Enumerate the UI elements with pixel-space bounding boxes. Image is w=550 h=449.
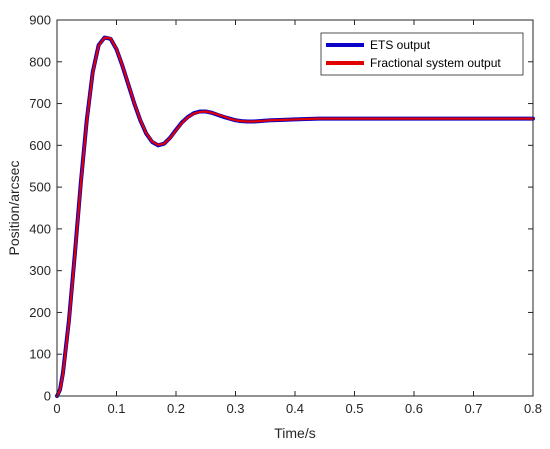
x-tick-label: 0.5 (345, 401, 363, 416)
x-tick-label: 0 (53, 401, 60, 416)
y-axis-label: Position/arcsec (6, 161, 22, 256)
x-tick-label: 0.3 (226, 401, 244, 416)
legend-label-fractional-system-output: Fractional system output (370, 56, 501, 70)
y-tick-label: 800 (29, 54, 51, 69)
legend: ETS output Fractional system output (320, 32, 524, 76)
x-tick-label: 0.2 (167, 401, 185, 416)
x-tick-label: 0.8 (524, 401, 542, 416)
x-tick-label: 0.4 (286, 401, 304, 416)
y-tick-label: 900 (29, 13, 51, 28)
x-tick-label: 0.1 (107, 401, 125, 416)
x-axis-label: Time/s (274, 425, 315, 441)
y-tick-label: 200 (29, 305, 51, 320)
y-tick-label: 300 (29, 263, 51, 278)
axis-ticks: 0 0.1 0.2 0.3 0.4 0.5 0.6 0.7 0.8 0 100 200 300 400 50… (29, 13, 542, 417)
x-tick-label: 0.6 (405, 401, 423, 416)
x-tick-label: 0.7 (464, 401, 482, 416)
y-tick-label: 500 (29, 180, 51, 195)
legend-box (320, 32, 524, 76)
y-tick-label: 700 (29, 96, 51, 111)
y-tick-label: 400 (29, 221, 51, 236)
series-line-fractional-system-output (55, 36, 535, 398)
y-tick-label: 100 (29, 347, 51, 362)
plot-frame (56, 19, 534, 397)
y-tick-label: 600 (29, 138, 51, 153)
y-tick-label: 0 (44, 389, 51, 404)
legend-label-ets-output: ETS output (370, 38, 431, 52)
plot-area (57, 20, 533, 396)
series-lines (55, 35, 535, 398)
